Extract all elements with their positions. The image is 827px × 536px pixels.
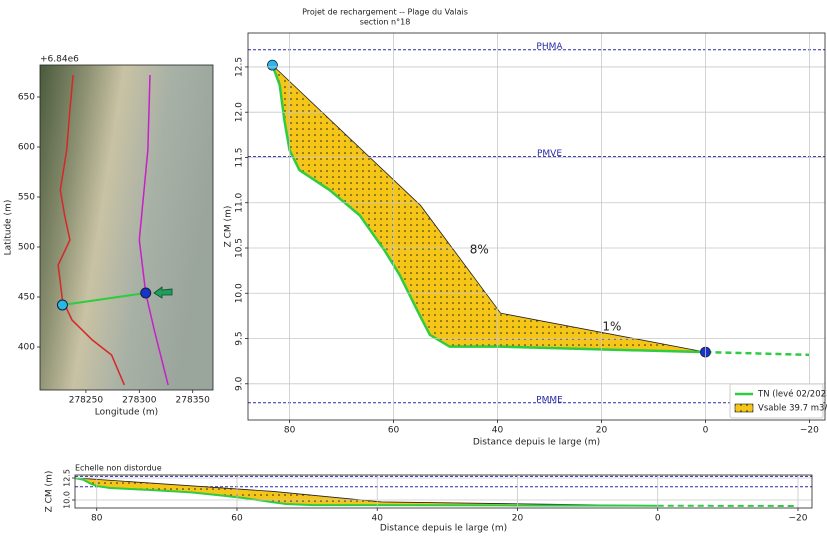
offset-label: +6.84e6	[40, 55, 79, 65]
chart-title: Projet de rechargement -- Plage du Valai…	[302, 8, 468, 17]
chart-subtitle: section n°18	[360, 18, 411, 27]
legend-label: TN (levé 02/2023)	[757, 389, 827, 400]
y-tick-label: 500	[18, 243, 35, 253]
y-tick-label: 550	[18, 193, 35, 203]
map-point	[141, 288, 151, 298]
legend-swatch	[735, 404, 753, 412]
plot-area	[40, 65, 213, 390]
x-tick-label: 40	[492, 426, 504, 436]
x-tick-label: −20	[800, 426, 819, 436]
map-point	[57, 300, 67, 310]
y-axis-label: Z CM (m)	[45, 471, 55, 513]
y-tick-label: 12.0	[235, 102, 245, 122]
sand-volume-area	[272, 65, 705, 352]
y-tick-label: 11.5	[235, 147, 245, 167]
x-axis-label: Distance depuis le large (m)	[473, 438, 600, 448]
slope-annotation: 8%	[470, 242, 489, 256]
ground-line	[705, 352, 809, 355]
x-tick-label: 80	[91, 514, 103, 524]
y-tick-label: 9.5	[235, 331, 245, 345]
x-tick-label: 20	[596, 426, 608, 436]
x-tick-label: 60	[231, 514, 243, 524]
x-axis-label: Distance depuis le large (m)	[380, 524, 507, 534]
y-tick-label: 650	[18, 93, 35, 103]
x-tick-label: 0	[703, 426, 709, 436]
x-tick-label: −20	[788, 514, 807, 524]
endpoint	[267, 60, 277, 70]
legend-label: Vsable 39.7 m3/m	[758, 404, 827, 414]
x-axis-label: Longitude (m)	[95, 408, 158, 418]
y-axis-label: Z CM (m)	[224, 206, 234, 248]
axes-frame	[248, 33, 825, 420]
x-tick-label: 278250	[69, 396, 104, 406]
y-tick-label: 400	[18, 343, 35, 353]
x-tick-label: 278300	[122, 396, 157, 406]
reference-label: PMME	[536, 395, 563, 405]
x-tick-label: 80	[284, 426, 296, 436]
x-tick-label: 0	[655, 514, 661, 524]
plot-area	[74, 476, 812, 510]
reference-label: PMVE	[537, 149, 562, 159]
chart-title: Echelle non distordue	[75, 464, 162, 473]
y-tick-label: 10.5	[235, 238, 245, 258]
x-tick-label: 60	[388, 426, 400, 436]
sand-volume-area	[74, 478, 658, 506]
y-tick-label: 11.0	[235, 192, 245, 212]
y-tick-label: 600	[18, 143, 35, 153]
reference-label: PHMA	[536, 42, 563, 52]
figure: 278250278300278350400450500550600650Long…	[0, 0, 827, 536]
aerial-image	[40, 65, 213, 390]
x-tick-label: 40	[372, 514, 384, 524]
x-tick-label: 278350	[176, 396, 211, 406]
y-axis-label: Latitude (m)	[4, 200, 14, 256]
y-tick-label: 12.5	[63, 469, 72, 487]
slope-annotation: 1%	[602, 319, 621, 333]
y-tick-label: 10.0	[63, 491, 72, 509]
y-tick-label: 10.0	[235, 283, 245, 303]
plot-area	[248, 50, 825, 403]
y-tick-label: 9.0	[235, 376, 245, 391]
x-tick-label: 20	[512, 514, 524, 524]
y-tick-label: 12.5	[235, 57, 245, 77]
y-tick-label: 450	[18, 293, 35, 303]
